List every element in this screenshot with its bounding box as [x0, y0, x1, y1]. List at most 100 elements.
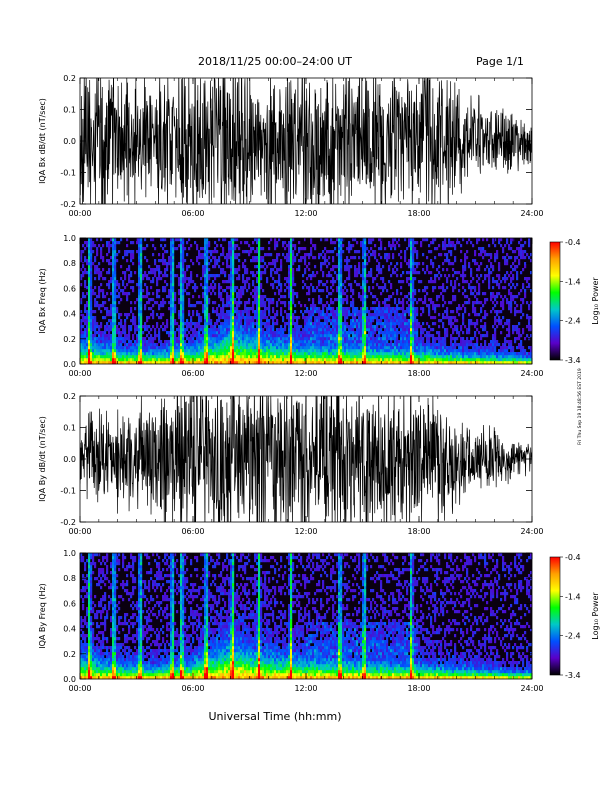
- bx-spec-cell: [422, 352, 425, 356]
- bx-spec-cell: [390, 349, 393, 353]
- bx-spec-cell: [90, 268, 93, 272]
- bx-spec-cell: [434, 349, 437, 353]
- bx-spec-cell: [250, 349, 253, 353]
- bx-spec-cell: [170, 307, 173, 311]
- bx-spec-cell: [454, 286, 457, 290]
- bx-spec-cell: [456, 337, 459, 341]
- bx-spec-cell: [380, 316, 383, 320]
- bx-spec-cell: [340, 286, 343, 290]
- bx-spec-cell: [162, 304, 165, 308]
- bx-spec-cell: [134, 358, 137, 362]
- bx-spec-cell: [314, 346, 317, 350]
- bx-spec-cell: [220, 298, 223, 302]
- bx-spec-cell: [260, 319, 263, 323]
- bx-spec-cell: [108, 262, 111, 266]
- bx-spec-cell: [114, 349, 117, 353]
- bx-spec-cell: [178, 343, 181, 347]
- bx-spec-cell: [436, 361, 439, 365]
- bx-spec-cell: [290, 343, 293, 347]
- bx-spec-cell: [210, 283, 213, 287]
- bx-spec-cell: [342, 355, 345, 359]
- bx-spec-cell: [128, 343, 131, 347]
- bx-spec-cell: [198, 253, 201, 257]
- bx-spec-cell: [130, 286, 133, 290]
- bx-spec-cell: [412, 331, 415, 335]
- bx-spec-cell: [142, 340, 145, 344]
- bx-spec-cell: [268, 304, 271, 308]
- bx-spec-cell: [272, 361, 275, 365]
- bx-spec-cell: [268, 331, 271, 335]
- bx-spec-cell: [244, 268, 247, 272]
- bx-spec-cell: [426, 361, 429, 365]
- bx-spec-cell: [354, 280, 357, 284]
- bx-spec-cell: [220, 316, 223, 320]
- bx-spec-cell: [334, 340, 337, 344]
- bx-spec-cell: [378, 271, 381, 275]
- bx-spec-cell: [232, 310, 235, 314]
- bx-spec-cell: [438, 325, 441, 329]
- bx-spec-cell: [346, 337, 349, 341]
- bx-spec-cell: [146, 289, 149, 293]
- bx-spec-cell: [246, 361, 249, 365]
- bx-spec-cell: [150, 337, 153, 341]
- bx-spec-cell: [232, 244, 235, 248]
- bx-spec-cell: [110, 319, 113, 323]
- bx-spec-cell: [332, 307, 335, 311]
- bx-spec-cell: [306, 337, 309, 341]
- bx-spec-cell: [408, 346, 411, 350]
- bx-spec-cell: [352, 256, 355, 260]
- bx-spec-cell: [328, 262, 331, 266]
- bx-spec-cell: [388, 325, 391, 329]
- bx-spec-cell: [376, 298, 379, 302]
- bx-spec-cell: [292, 358, 295, 362]
- bx-spec-cell: [284, 283, 287, 287]
- bx-spec-cell: [262, 265, 265, 269]
- bx-spec-cell: [174, 349, 177, 353]
- bx-spec-cell: [106, 244, 109, 248]
- bx-spec-cell: [198, 334, 201, 338]
- bx-spec-cell: [364, 346, 367, 350]
- bx-spec-cell: [114, 244, 117, 248]
- bx-spec-cell: [230, 355, 233, 359]
- bx-spec-cell: [146, 328, 149, 332]
- bx-spec-cell: [260, 313, 263, 317]
- bx-spec-cell: [270, 343, 273, 347]
- bx-spec-cell: [368, 334, 371, 338]
- bx-spec-cell: [434, 316, 437, 320]
- bx-spec-cell: [84, 355, 87, 359]
- bx-spec-cell: [208, 334, 211, 338]
- bx-spec-cell: [208, 244, 211, 248]
- bx-spec-cell: [380, 337, 383, 341]
- bx-spec-cell: [232, 277, 235, 281]
- bx-spec-cell: [362, 280, 365, 284]
- bx-spec-cell: [324, 259, 327, 263]
- bx-spec-cell: [384, 340, 387, 344]
- bx-spec-cell: [248, 307, 251, 311]
- bx-spec-cell: [242, 358, 245, 362]
- bx-spec-cell: [88, 325, 91, 329]
- bx-spec-cell: [80, 298, 83, 302]
- bx-spec-cell: [308, 358, 311, 362]
- bx-spec-cell: [362, 322, 365, 326]
- bx-spec-cell: [196, 331, 199, 335]
- bx-spec-cell: [404, 322, 407, 326]
- bx-spec-cell: [450, 241, 453, 245]
- bx-spec-cell: [362, 277, 365, 281]
- bx-spec-cell: [252, 259, 255, 263]
- bx-spec-cell: [114, 292, 117, 296]
- bx-spec-cell: [342, 340, 345, 344]
- bx-spec-cell: [366, 307, 369, 311]
- bx-spec-cell: [344, 352, 347, 356]
- bx-spec-cell: [304, 316, 307, 320]
- bx-spec-cell: [428, 340, 431, 344]
- bx-dbdt-x-tick-label: 06:00: [181, 209, 204, 218]
- bx-spec-cell: [270, 274, 273, 278]
- bx-spec-cell: [450, 340, 453, 344]
- bx-spec-cell: [412, 304, 415, 308]
- bx-spec-cell: [356, 343, 359, 347]
- bx-spec-cell: [408, 241, 411, 245]
- bx-spec-cell: [178, 331, 181, 335]
- bx-spec-cell: [238, 343, 241, 347]
- bx-spec-cell: [364, 313, 367, 317]
- bx-spec-cell: [240, 349, 243, 353]
